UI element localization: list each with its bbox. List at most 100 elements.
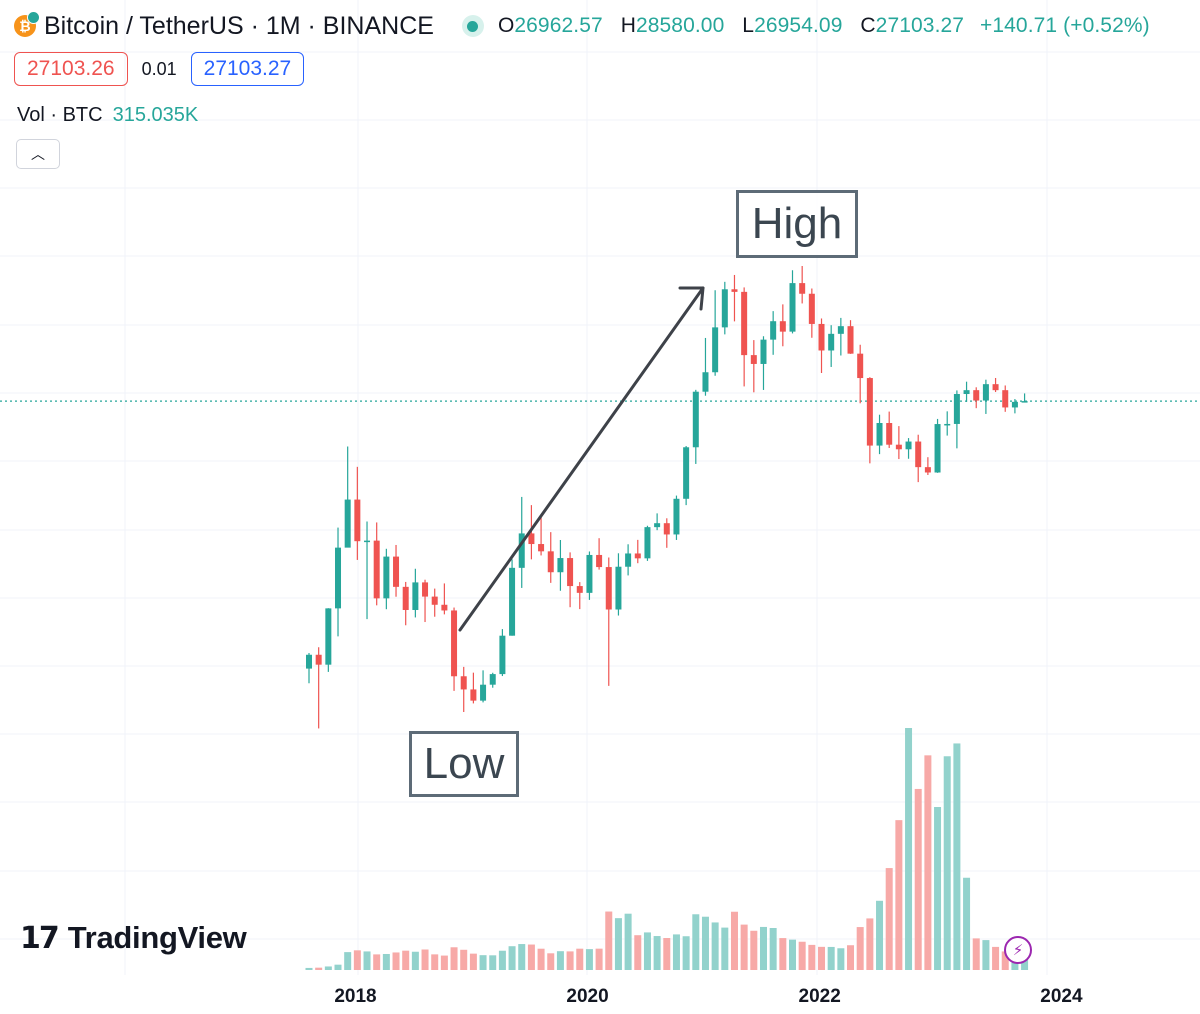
candle-body [702,372,709,392]
candle [760,336,767,390]
candle [470,672,477,704]
candle-body [799,283,806,294]
volume-bar [566,951,574,970]
candle [799,266,806,304]
grid [0,0,1200,975]
candle [460,666,467,712]
candle-body [1011,401,1018,408]
candle [576,582,583,610]
candle [393,544,400,597]
candle [915,434,922,483]
candle-body [373,540,380,599]
chevron-up-icon: ︿ [31,146,45,162]
low-annotation[interactable]: Low [409,731,519,797]
candle-body [963,390,970,395]
candle [354,466,361,560]
candle-body [402,586,409,610]
tradingview-logo-icon: 17 [20,920,60,956]
candle-body [354,499,361,542]
candle-body [547,551,554,573]
candle-body [721,289,728,328]
x-tick-label: 2024 [1040,986,1083,1007]
volume-bar [740,924,748,970]
candle [895,426,902,460]
volume-bar [450,947,458,970]
volume-bar [972,938,980,970]
x-tick-label: 2022 [798,986,841,1007]
volume-bar [953,743,961,970]
symbol-title[interactable]: Bitcoin / TetherUS · 1M · BINANCE [44,11,434,40]
open-value: 26962.57 [514,14,603,37]
candle-body [509,567,516,636]
candle-body [441,604,448,611]
candle [750,340,757,393]
candle [886,411,893,448]
volume-bar [460,949,468,970]
candle [567,552,574,608]
high-annotation[interactable]: High [736,190,858,258]
volume-legend: Vol · BTC 315.035K [17,104,198,127]
candle-body [915,441,922,468]
volume-bar [537,948,545,970]
candle [499,629,506,677]
candle [538,515,545,556]
candle [654,513,661,531]
volume-bar [624,913,632,970]
candle-body [857,353,864,379]
volume-bar [789,939,796,970]
candle [828,325,835,367]
candle-body [1002,390,1009,408]
candle [808,288,815,338]
volume-bar [943,756,951,970]
collapse-legend-button[interactable]: ︿ [16,139,60,169]
candle [683,446,690,506]
candle [373,522,380,606]
volume-bar [479,955,487,970]
candle-body [499,635,506,675]
candle-body [644,527,651,559]
candle [779,304,786,347]
candle-body [808,293,815,324]
candle-body [924,467,931,473]
high-label: H [620,14,636,37]
volume-bar [324,966,332,970]
buy-button[interactable]: 27103.27 [190,52,305,86]
candle-body [431,596,438,605]
x-tick-label: 2018 [334,986,377,1007]
volume-bar [905,728,913,970]
sell-button[interactable]: 27103.26 [14,52,128,86]
lightning-icon[interactable]: ⚡ [1004,936,1032,964]
volume-bar [866,918,874,970]
candle-body [605,567,612,610]
volume-bar [614,918,622,970]
candle-body [528,533,535,545]
volume-bar [876,900,884,970]
candle [422,579,429,623]
candle-body [538,544,545,552]
candle [1011,399,1018,414]
candle-body [692,391,699,448]
tradingview-logo[interactable]: 17 TradingView [20,920,247,956]
volume-bar [547,953,555,970]
volume-bars [305,728,1029,970]
change-value: +140.71 (+0.52%) [980,14,1150,37]
volume-bar [682,936,690,970]
candle [344,446,351,548]
ohlc-legend: O26962.57 H28580.00 L26954.09 C27103.27 … [498,14,1150,38]
close-label: C [860,14,876,37]
candle-body [886,423,893,445]
volume-bar [508,946,516,970]
candle-body [364,540,371,543]
market-status-icon[interactable] [461,15,484,37]
volume-bar [992,946,1000,970]
candle [905,438,912,459]
candle [431,588,438,617]
volume-label: Vol · BTC [17,104,103,126]
candle [335,527,342,637]
candle [712,290,719,376]
open-label: O [497,14,515,37]
trade-panel: 27103.26 0.01 27103.27 [14,52,305,86]
candle-body [944,423,951,426]
candle [383,548,390,610]
